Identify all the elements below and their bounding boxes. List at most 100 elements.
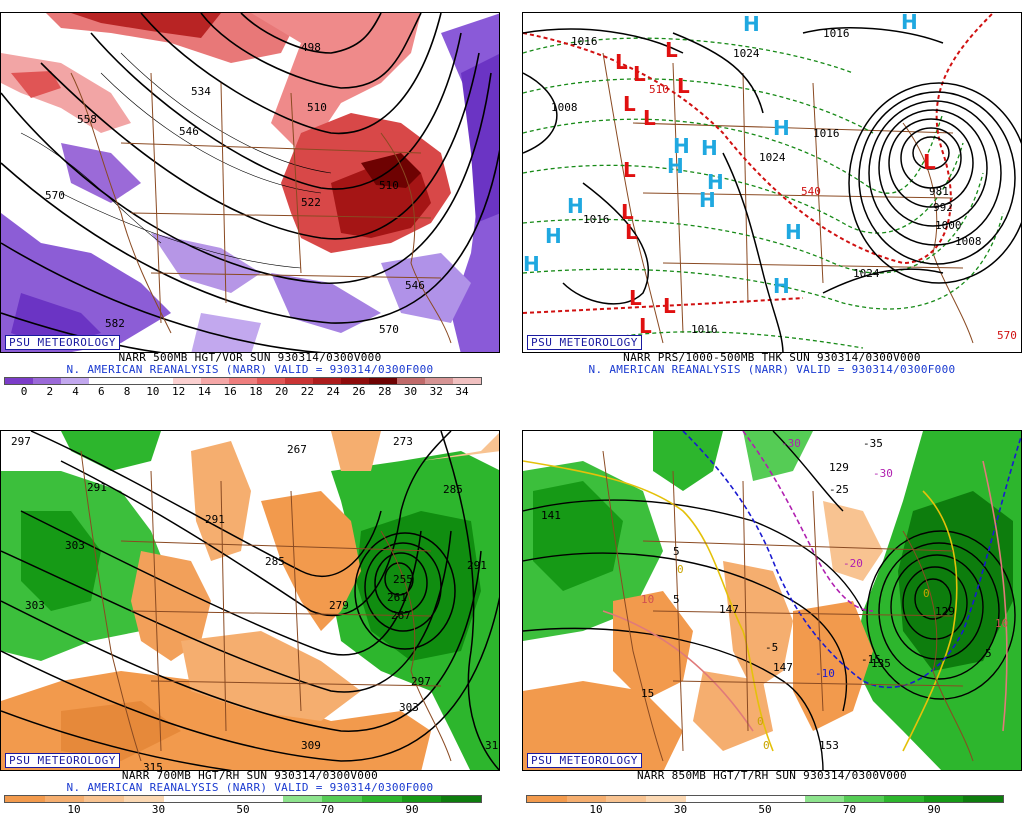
vorticity-shading (1, 13, 499, 352)
contour-label: 309 (301, 739, 321, 752)
colorbar-swatch (341, 378, 369, 384)
contour-label: 981 (929, 185, 949, 198)
colorbar-tick-label: 28 (378, 385, 392, 398)
contour-label: 1016 (813, 127, 840, 140)
temperature-labels: -30 -35 -30 -25 -20 -15 -10 -5 5 0 5 10 … (641, 437, 1008, 752)
contour-label: 291 (205, 513, 225, 526)
contour-label: 546 (405, 279, 425, 292)
colorbar-ticks: 0 2 4 6 8 10 12 14 16 18 20 22 24 26 28 30 32 34 (4, 386, 482, 398)
colorbar-swatch (5, 378, 33, 384)
contour-label: 255 (393, 573, 413, 586)
colorbar-tick-label: 4 (72, 385, 79, 398)
map-850mb-plot: 129 141 147 147 135 153 129 -30 -35 -30 … (523, 431, 1021, 770)
temp-label: 5 (673, 545, 680, 558)
colorbar-tick-label: 90 (405, 803, 419, 816)
panel-850mb-temperature-rh: 129 141 147 147 135 153 129 -30 -35 -30 … (522, 418, 1022, 816)
panel-valid-caption: N. AMERICAN REANALYSIS (NARR) VALID = 93… (66, 781, 434, 794)
temp-label: -30 (873, 467, 893, 480)
contour-label: 135 (871, 657, 891, 670)
low-marker: L (623, 92, 636, 116)
map-500mb-plot: 498 510 522 534 546 558 570 582 570 510 … (1, 13, 499, 352)
contour-label: 267 (391, 609, 411, 622)
temp-label: -25 (829, 483, 849, 496)
colorbar-tick-label: 30 (403, 385, 418, 398)
high-marker: H (673, 134, 690, 158)
colorbar-swatch (606, 796, 647, 802)
height-labels: 129 141 147 147 135 153 129 (541, 461, 955, 752)
contour-label: 273 (393, 435, 413, 448)
map-pressure-plot: 1016 1024 1016 1008 1016 1024 1016 1024 … (523, 13, 1021, 352)
temp-label: -10 (815, 667, 835, 680)
colorbar-tick-label: 6 (97, 385, 105, 398)
colorbar-swatch (725, 796, 766, 802)
colorbar-swatch (397, 378, 425, 384)
colorbar-swatch (44, 796, 85, 802)
colorbar-tick-label: 16 (223, 385, 237, 398)
colorbar-swatch (441, 796, 482, 802)
contour-label: 279 (329, 599, 349, 612)
panel-caption: NARR PRS/1000-500MB THK SUN 930314/0300V… (623, 351, 921, 364)
low-marker: L (621, 200, 634, 224)
contour-label: 303 (25, 599, 45, 612)
colorbar-tick-label: 70 (320, 803, 335, 816)
contour-label: 1008 (551, 101, 578, 114)
colorbar (4, 377, 482, 385)
psu-meteorology-badge: PSU METEOROLOGY (5, 753, 120, 768)
colorbar-swatch (89, 378, 117, 384)
colorbar-tick-label: 50 (236, 803, 250, 816)
colorbar-swatch (163, 796, 204, 802)
colorbar-tick-label: 26 (352, 385, 366, 398)
colorbar-swatch (369, 378, 397, 384)
panel-700mb-rh: 297 267 273 291 303 285 279 255 261 267 … (0, 418, 500, 816)
contour-label: 147 (773, 661, 793, 674)
map-850mb: 129 141 147 147 135 153 129 -30 -35 -30 … (522, 430, 1022, 771)
colorbar-tick-label: 90 (927, 803, 941, 816)
contour-labels: 498 510 522 534 546 558 570 582 570 510 … (45, 41, 425, 336)
contour-label: 297 (11, 435, 31, 448)
geographic-boundaries (602, 450, 974, 762)
temp-label: 10 (641, 593, 654, 606)
low-marker: L (633, 62, 646, 86)
vorticity-contours (20, 52, 332, 269)
colorbar-tick-label: 12 (171, 385, 186, 398)
height-contours (523, 431, 1016, 770)
low-marker: L (623, 158, 636, 182)
rh-shading (1, 431, 499, 770)
contour-label: 129 (935, 605, 955, 618)
contour-label: 510 (379, 179, 399, 192)
map-700mb: 297 267 273 291 303 285 279 255 261 267 … (0, 430, 500, 771)
temp-label: -30 (781, 437, 801, 450)
high-marker: H (523, 252, 540, 276)
contour-label: 1016 (583, 213, 610, 226)
isobar-labels: 1016 1024 1016 1008 1016 1024 1016 1024 … (551, 27, 1017, 342)
colorbar-tick-label: 20 (275, 385, 289, 398)
colorbar-tick-label: 70 (842, 803, 857, 816)
contour-label: 558 (77, 113, 97, 126)
colorbar-swatch (173, 378, 201, 384)
high-marker: H (567, 194, 584, 218)
high-marker: H (667, 154, 684, 178)
colorbar-swatch (61, 378, 89, 384)
contour-label: 510 (649, 83, 669, 96)
panel-valid-caption: N. AMERICAN REANALYSIS (NARR) VALID = 93… (588, 363, 956, 376)
contour-label: 1024 (733, 47, 760, 60)
colorbar-tick-label: 0 (20, 385, 28, 398)
colorbar-swatch (362, 796, 402, 802)
low-marker: L (665, 38, 678, 62)
colorbar-swatch (124, 796, 164, 802)
temp-label: 0 (763, 739, 770, 752)
colorbar-swatch (84, 796, 125, 802)
colorbar-tick-label: 30 (151, 803, 166, 816)
height-contours (1, 431, 499, 770)
low-marker: L (629, 286, 642, 310)
contour-label: 261 (387, 591, 407, 604)
colorbar-swatch (229, 378, 257, 384)
psu-meteorology-badge: PSU METEOROLOGY (527, 335, 642, 350)
contour-label: 570 (997, 329, 1017, 342)
map-pressure: 1016 1024 1016 1008 1016 1024 1016 1024 … (522, 12, 1022, 353)
low-pressure-markers: L L L L L L L L L L L L L (615, 38, 936, 338)
contour-label: 510 (307, 101, 327, 114)
temp-label: 5 (673, 593, 680, 606)
temp-label: 0 (677, 563, 684, 576)
contour-label: 153 (819, 739, 839, 752)
